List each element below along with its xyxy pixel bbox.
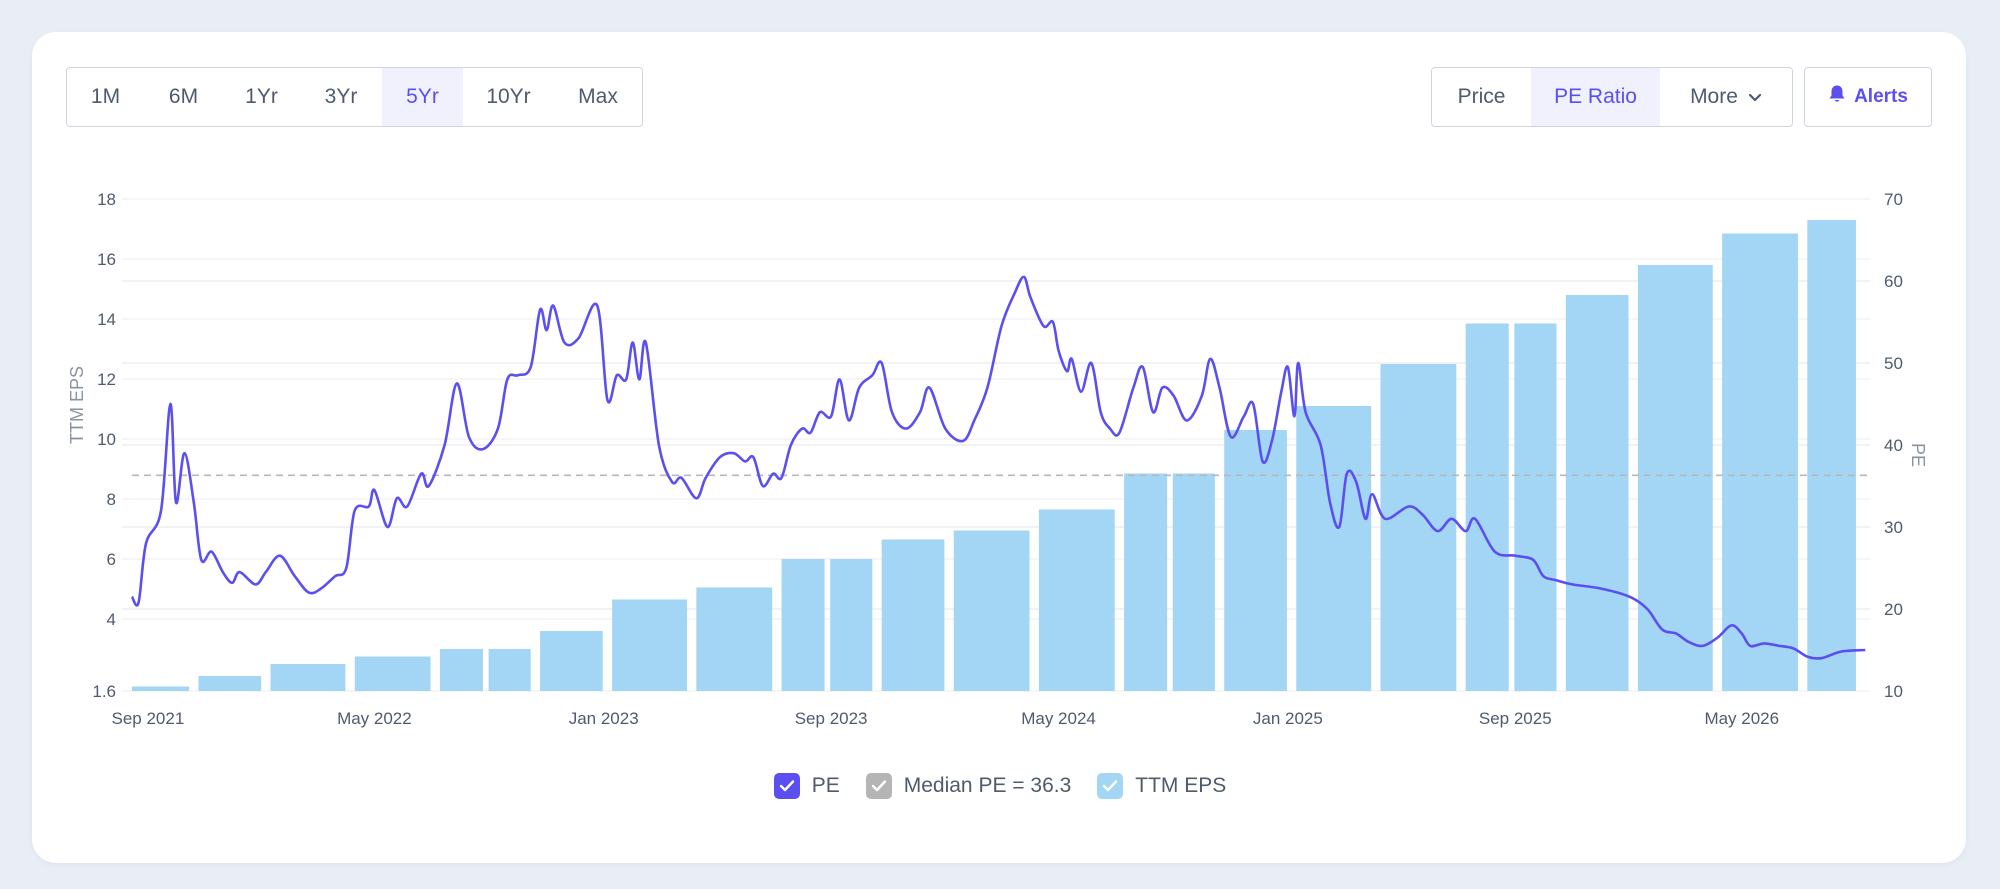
time-range-selector: 1M 6M 1Yr 3Yr 5Yr 10Yr Max — [66, 67, 643, 127]
eps-bar — [1038, 509, 1115, 691]
range-button-6m[interactable]: 6M — [168, 85, 199, 108]
range-button-1yr[interactable]: 1Yr — [245, 85, 278, 108]
eps-bar — [1565, 295, 1629, 691]
x-axis-tick-label: Sep 2025 — [1479, 709, 1552, 728]
eps-bar — [132, 686, 190, 691]
alerts-label: Alerts — [1854, 86, 1908, 107]
eps-bar — [198, 676, 262, 691]
check-icon — [1097, 773, 1124, 799]
eps-bar — [1514, 323, 1557, 691]
chart-legend: PE Median PE = 36.3 TTM EPS — [0, 768, 2000, 804]
right-axis-tick-label: 50 — [1884, 354, 1903, 373]
left-axis-tick-label: 6 — [107, 550, 116, 569]
x-axis-tick-label: May 2022 — [337, 709, 412, 728]
eps-bar — [953, 530, 1030, 691]
eps-bar — [1807, 220, 1856, 691]
x-axis-tick-label: May 2026 — [1704, 709, 1779, 728]
eps-bar — [1637, 265, 1713, 691]
eps-bar — [781, 559, 825, 691]
chevron-down-icon — [1748, 85, 1762, 109]
pe-line — [130, 275, 1866, 660]
right-axis-tick-label: 60 — [1884, 272, 1903, 291]
right-axis-tick-label: 70 — [1884, 190, 1903, 209]
range-button-5yr[interactable]: 5Yr — [382, 68, 463, 126]
eps-bar — [354, 656, 431, 691]
right-axis-tick-label: 20 — [1884, 600, 1903, 619]
right-axis-tick-label: 40 — [1884, 436, 1903, 455]
eps-bar — [439, 649, 483, 691]
left-axis-tick-label: 10 — [97, 430, 116, 449]
legend-item-median-pe[interactable]: Median PE = 36.3 — [865, 773, 1072, 799]
view-button-more[interactable]: More — [1660, 68, 1792, 126]
eps-bar — [881, 539, 945, 691]
eps-bar — [540, 631, 603, 691]
left-axis-tick-label: 14 — [97, 310, 116, 329]
legend-label-ttm-eps: TTM EPS — [1135, 774, 1227, 797]
range-button-1m[interactable]: 1M — [90, 85, 121, 108]
eps-bar — [830, 559, 873, 691]
check-icon — [773, 773, 800, 799]
x-axis-tick-label: Sep 2023 — [795, 709, 868, 728]
x-axis-tick-label: Jan 2023 — [569, 709, 639, 728]
alerts-button[interactable]: Alerts — [1804, 67, 1932, 127]
x-axis-tick-label: Jan 2025 — [1253, 709, 1323, 728]
metric-selector: Price PE Ratio More — [1431, 67, 1793, 127]
eps-bar — [1172, 473, 1215, 691]
bell-icon — [1828, 84, 1846, 110]
x-axis-tick-label: Sep 2021 — [112, 709, 185, 728]
eps-bar — [612, 599, 687, 691]
eps-bar — [696, 587, 773, 691]
left-axis-title: TTM EPS — [67, 366, 87, 444]
check-icon — [865, 773, 892, 799]
eps-bar — [1296, 406, 1372, 691]
left-axis-tick-label: 4 — [107, 610, 116, 629]
eps-bar — [1224, 430, 1287, 691]
right-axis-title: PE — [1908, 443, 1928, 467]
left-axis-tick-label: 12 — [97, 370, 116, 389]
eps-bar — [1465, 323, 1509, 691]
left-axis-tick-label: 16 — [97, 250, 116, 269]
x-axis-tick-label: May 2024 — [1021, 709, 1096, 728]
left-axis-tick-label: 18 — [97, 190, 116, 209]
legend-item-ttm-eps[interactable]: TTM EPS — [1097, 773, 1226, 799]
right-axis-tick-label: 30 — [1884, 518, 1903, 537]
left-axis-tick-label: 1.6 — [92, 682, 116, 701]
view-button-pe-ratio[interactable]: PE Ratio — [1531, 68, 1660, 126]
range-button-3yr[interactable]: 3Yr — [324, 85, 358, 108]
eps-bar — [270, 664, 346, 691]
eps-bar — [488, 649, 531, 691]
more-label: More — [1690, 85, 1738, 108]
view-button-price[interactable]: Price — [1457, 85, 1506, 108]
eps-bar — [1722, 233, 1798, 691]
legend-label-pe: PE — [811, 774, 840, 797]
legend-label-median-pe: Median PE = 36.3 — [903, 774, 1072, 797]
eps-bar — [1124, 473, 1168, 691]
legend-item-pe[interactable]: PE — [773, 773, 840, 799]
range-button-10yr[interactable]: 10Yr — [486, 85, 531, 108]
right-axis-tick-label: 10 — [1884, 682, 1903, 701]
eps-bar — [1380, 364, 1457, 691]
range-button-max[interactable]: Max — [578, 85, 618, 108]
left-axis-tick-label: 8 — [107, 490, 116, 509]
